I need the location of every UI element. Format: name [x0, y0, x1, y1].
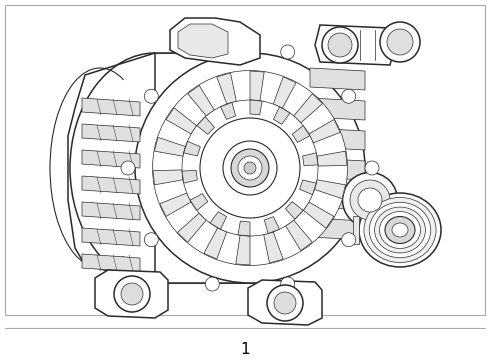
Polygon shape — [190, 194, 208, 210]
Ellipse shape — [182, 100, 318, 236]
Circle shape — [387, 29, 413, 55]
Polygon shape — [238, 221, 250, 236]
Polygon shape — [250, 71, 264, 101]
Polygon shape — [178, 24, 228, 58]
Ellipse shape — [359, 193, 441, 267]
Polygon shape — [166, 108, 196, 134]
Ellipse shape — [135, 53, 365, 283]
Circle shape — [121, 161, 135, 175]
Circle shape — [342, 233, 356, 247]
Polygon shape — [154, 138, 186, 156]
Polygon shape — [286, 202, 303, 219]
Ellipse shape — [385, 216, 415, 243]
Polygon shape — [353, 216, 359, 244]
Ellipse shape — [358, 188, 382, 212]
Ellipse shape — [392, 223, 408, 237]
Ellipse shape — [244, 162, 256, 174]
Polygon shape — [309, 120, 340, 143]
Polygon shape — [315, 25, 395, 65]
Polygon shape — [68, 53, 155, 283]
Polygon shape — [82, 228, 140, 246]
Bar — [5, 5, 485, 315]
Polygon shape — [82, 202, 140, 220]
Polygon shape — [310, 188, 365, 210]
Circle shape — [342, 89, 356, 103]
Polygon shape — [292, 126, 310, 143]
Polygon shape — [197, 117, 215, 134]
Polygon shape — [82, 254, 140, 272]
Polygon shape — [300, 180, 317, 195]
Ellipse shape — [364, 197, 436, 262]
Ellipse shape — [200, 118, 300, 218]
Polygon shape — [310, 158, 365, 180]
Polygon shape — [170, 18, 260, 65]
Ellipse shape — [223, 141, 277, 195]
Polygon shape — [294, 94, 322, 123]
Polygon shape — [82, 176, 140, 194]
Text: 1: 1 — [240, 342, 250, 357]
Polygon shape — [303, 153, 318, 166]
Circle shape — [380, 22, 420, 62]
Polygon shape — [82, 98, 140, 116]
Polygon shape — [310, 218, 365, 240]
Polygon shape — [160, 193, 191, 216]
Ellipse shape — [231, 149, 269, 187]
Polygon shape — [236, 235, 250, 265]
Polygon shape — [265, 217, 279, 234]
Polygon shape — [153, 170, 183, 185]
Polygon shape — [82, 150, 140, 168]
Polygon shape — [273, 107, 290, 124]
Polygon shape — [273, 77, 296, 108]
Polygon shape — [210, 212, 226, 229]
Circle shape — [114, 276, 150, 312]
Circle shape — [121, 283, 143, 305]
Circle shape — [328, 33, 352, 57]
Polygon shape — [303, 202, 334, 228]
Circle shape — [144, 89, 158, 103]
Polygon shape — [182, 170, 197, 183]
Circle shape — [205, 45, 220, 59]
Polygon shape — [248, 280, 322, 325]
Polygon shape — [188, 85, 214, 116]
Ellipse shape — [343, 172, 397, 228]
Ellipse shape — [350, 180, 390, 220]
Polygon shape — [310, 98, 365, 120]
Circle shape — [365, 161, 379, 175]
Polygon shape — [217, 73, 236, 104]
Polygon shape — [317, 151, 347, 166]
Circle shape — [322, 27, 358, 63]
Ellipse shape — [238, 156, 262, 180]
Ellipse shape — [379, 212, 420, 248]
Polygon shape — [82, 124, 140, 142]
Circle shape — [205, 277, 220, 291]
Polygon shape — [315, 180, 345, 199]
Ellipse shape — [369, 202, 431, 258]
Circle shape — [281, 45, 294, 59]
Polygon shape — [177, 213, 206, 242]
Polygon shape — [220, 103, 236, 120]
Polygon shape — [264, 232, 283, 263]
Circle shape — [274, 292, 296, 314]
Polygon shape — [204, 228, 227, 259]
Ellipse shape — [152, 71, 347, 266]
Polygon shape — [310, 68, 365, 90]
Circle shape — [144, 233, 158, 247]
Polygon shape — [310, 128, 365, 150]
Polygon shape — [95, 270, 168, 318]
Polygon shape — [184, 141, 200, 156]
Polygon shape — [250, 100, 262, 115]
Circle shape — [267, 285, 303, 321]
Polygon shape — [286, 220, 312, 251]
Circle shape — [281, 277, 294, 291]
Ellipse shape — [374, 207, 425, 253]
